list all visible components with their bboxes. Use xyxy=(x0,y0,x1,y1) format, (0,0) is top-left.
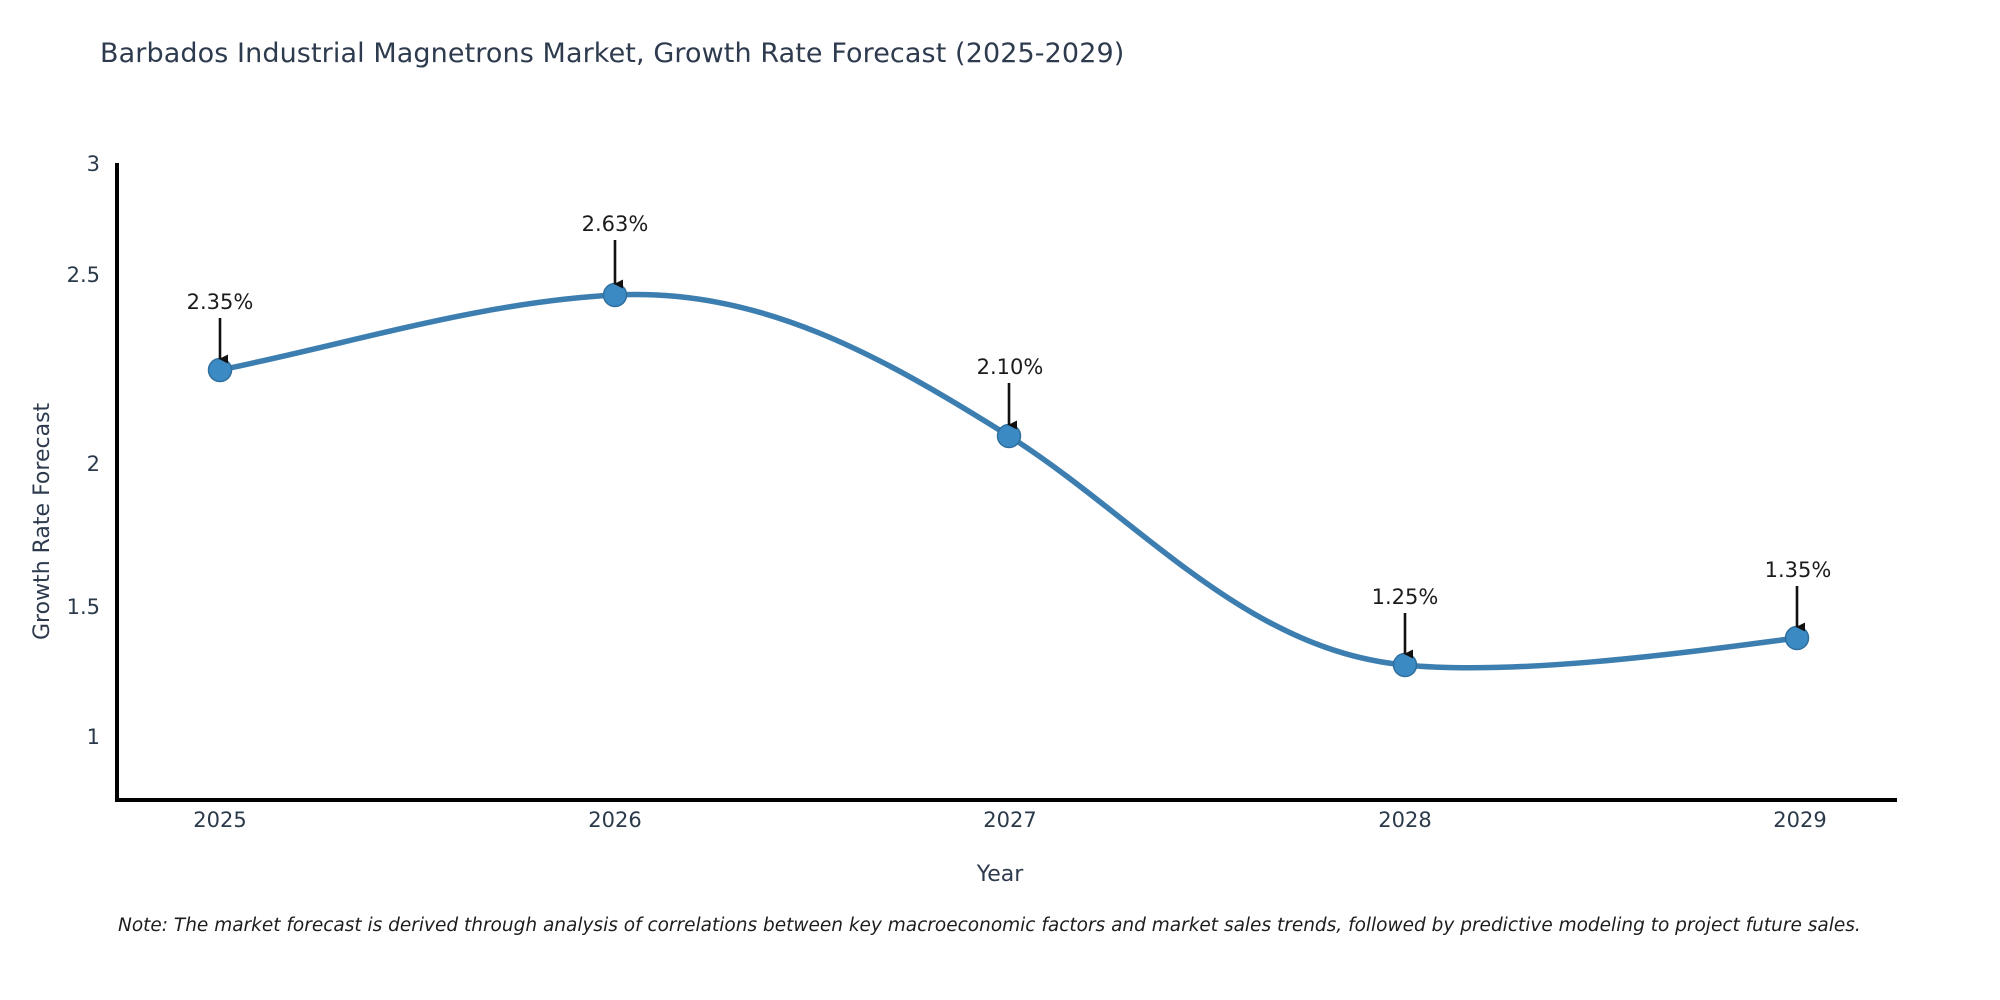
x-tick-label: 2028 xyxy=(1378,808,1432,832)
y-tick-label: 1.5 xyxy=(66,595,100,619)
x-axis-title: Year xyxy=(976,862,1024,887)
x-tick-label: 2029 xyxy=(1773,808,1827,832)
y-tick-label: 1 xyxy=(86,725,100,749)
data-point-marker[interactable] xyxy=(1784,625,1810,651)
chart-title: Barbados Industrial Magnetrons Market, G… xyxy=(100,38,1125,69)
x-tick-label: 2025 xyxy=(193,808,247,832)
data-point-marker[interactable] xyxy=(207,357,233,383)
x-tick-label: 2026 xyxy=(588,808,642,832)
data-point-label: 2.10% xyxy=(976,355,1044,379)
y-tick-label: 2 xyxy=(86,452,100,476)
data-point-label: 1.25% xyxy=(1371,585,1439,609)
data-point-marker[interactable] xyxy=(1392,652,1418,678)
data-point-label: 2.35% xyxy=(186,290,254,314)
data-point-marker[interactable] xyxy=(996,423,1022,449)
data-point-marker[interactable] xyxy=(602,282,628,308)
data-point-label: 2.63% xyxy=(581,212,649,236)
data-point-label: 1.35% xyxy=(1764,558,1832,582)
chart-footnote: Note: The market forecast is derived thr… xyxy=(118,915,1861,936)
data-line-series xyxy=(217,291,1800,671)
y-tick-label: 3 xyxy=(86,152,100,176)
x-tick-label: 2027 xyxy=(983,808,1037,832)
y-tick-label: 2.5 xyxy=(66,263,100,287)
